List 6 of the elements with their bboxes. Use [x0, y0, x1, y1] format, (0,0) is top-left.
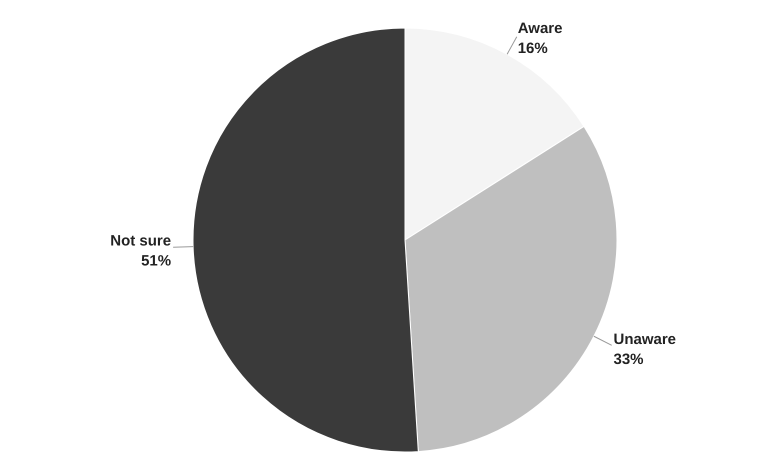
data-label: 33% [613, 351, 644, 368]
data-label: 51% [141, 252, 172, 270]
slice-label: Aware [518, 20, 562, 37]
slice-label: Unaware [613, 331, 676, 348]
data-label: 16% [518, 40, 548, 57]
slice-label: Not sure [110, 232, 172, 250]
